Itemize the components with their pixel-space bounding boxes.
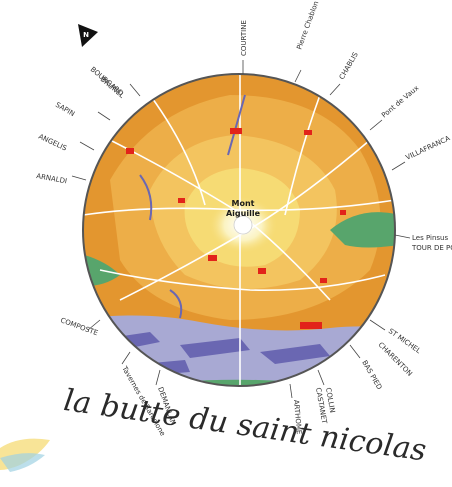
- summit-label-line2: Aiguille: [226, 209, 261, 218]
- summit: Mont Aiguille: [226, 199, 261, 235]
- rivers: [139, 94, 246, 319]
- map-caption: la butte du saint nicolas: [62, 383, 429, 469]
- towns: [126, 128, 346, 329]
- bearing-lines: [71, 60, 411, 399]
- terrain: [83, 74, 395, 386]
- place-label: Les Pinsus: [412, 234, 448, 242]
- watercolor-accent: [0, 438, 50, 472]
- north-arrow-letter: N: [83, 31, 89, 39]
- place-label: ARNALDI: [36, 172, 68, 185]
- place-label: TOUR DE POIRE: [411, 244, 452, 252]
- road-network: [83, 74, 395, 386]
- map-rim: [82, 73, 396, 387]
- north-arrow-icon: N: [78, 24, 98, 47]
- place-label: ANGELIS: [37, 133, 68, 153]
- place-label: VILLAFRANCA: [404, 134, 451, 162]
- place-label: ARTHOME: [292, 399, 303, 434]
- place-label: COMPOSTE: [59, 316, 99, 337]
- place-label: Pierre Chablon: [295, 0, 320, 51]
- place-label: BAS PIED: [360, 359, 383, 391]
- place-label: CHABLIS: [338, 50, 360, 81]
- place-label: SAPIN: [54, 101, 76, 118]
- place-label: COURTINE: [240, 20, 248, 56]
- summit-label-line1: Mont: [232, 199, 255, 208]
- place-label: Pont de Vaux: [380, 84, 420, 120]
